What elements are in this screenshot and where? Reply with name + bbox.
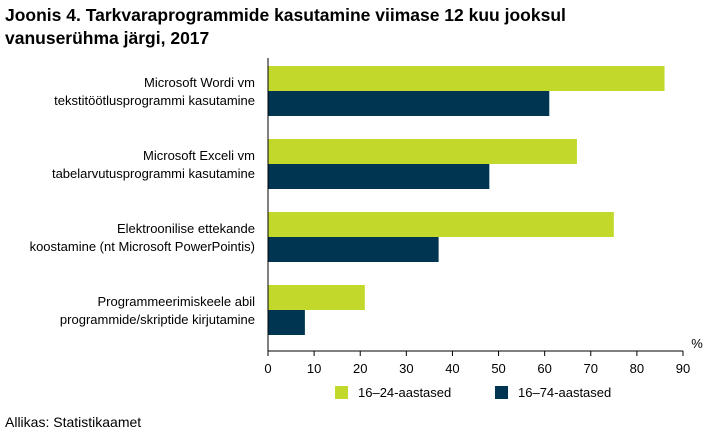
category-label-0-line-2: tekstitöötlusprogrammi kasutamine [54, 93, 255, 108]
x-tick-label-30: 30 [399, 361, 413, 376]
bar-all-0 [268, 91, 550, 116]
x-tick-label-90: 90 [676, 361, 690, 376]
x-tick-label-60: 60 [537, 361, 551, 376]
chart-title-line-2: vanuserühma järgi, 2017 [5, 28, 210, 48]
source-note: Allikas: Statistikaamet [5, 414, 142, 430]
x-tick-label-80: 80 [630, 361, 644, 376]
x-tick-label-10: 10 [307, 361, 321, 376]
legend-label-youth: 16–24-aastased [358, 385, 451, 400]
category-label-2-line-1: Elektroonilise ettekande [117, 221, 255, 236]
legend-swatch-youth [335, 386, 348, 399]
bar-youth-0 [268, 66, 665, 91]
bar-all-1 [268, 164, 490, 189]
x-tick-label-0: 0 [264, 361, 271, 376]
category-label-1-line-1: Microsoft Exceli vm [143, 148, 255, 163]
x-axis-unit-label: % [691, 336, 703, 351]
chart-title-line-1: Joonis 4. Tarkvaraprogrammide kasutamine… [5, 5, 566, 25]
chart-title: Joonis 4. Tarkvaraprogrammide kasutamine… [5, 4, 695, 50]
legend-swatch-all [495, 386, 508, 399]
category-label-1-line-2: tabelarvutusprogrammi kasutamine [52, 166, 255, 181]
legend-label-all: 16–74-aastased [518, 385, 611, 400]
category-label-3-line-2: programmide/skriptide kirjutamine [60, 312, 255, 327]
bar-youth-2 [268, 212, 614, 237]
x-tick-label-70: 70 [584, 361, 598, 376]
bar-all-2 [268, 237, 439, 262]
bar-all-3 [268, 310, 305, 335]
category-label-3-line-1: Programmeerimiskeele abil [98, 294, 256, 309]
x-tick-label-20: 20 [353, 361, 367, 376]
x-tick-label-50: 50 [491, 361, 505, 376]
bar-youth-3 [268, 285, 365, 310]
x-tick-label-40: 40 [445, 361, 459, 376]
category-label-2-line-2: koostamine (nt Microsoft PowerPointis) [30, 239, 255, 254]
bar-youth-1 [268, 139, 577, 164]
category-label-0-line-1: Microsoft Wordi vm [144, 75, 255, 90]
